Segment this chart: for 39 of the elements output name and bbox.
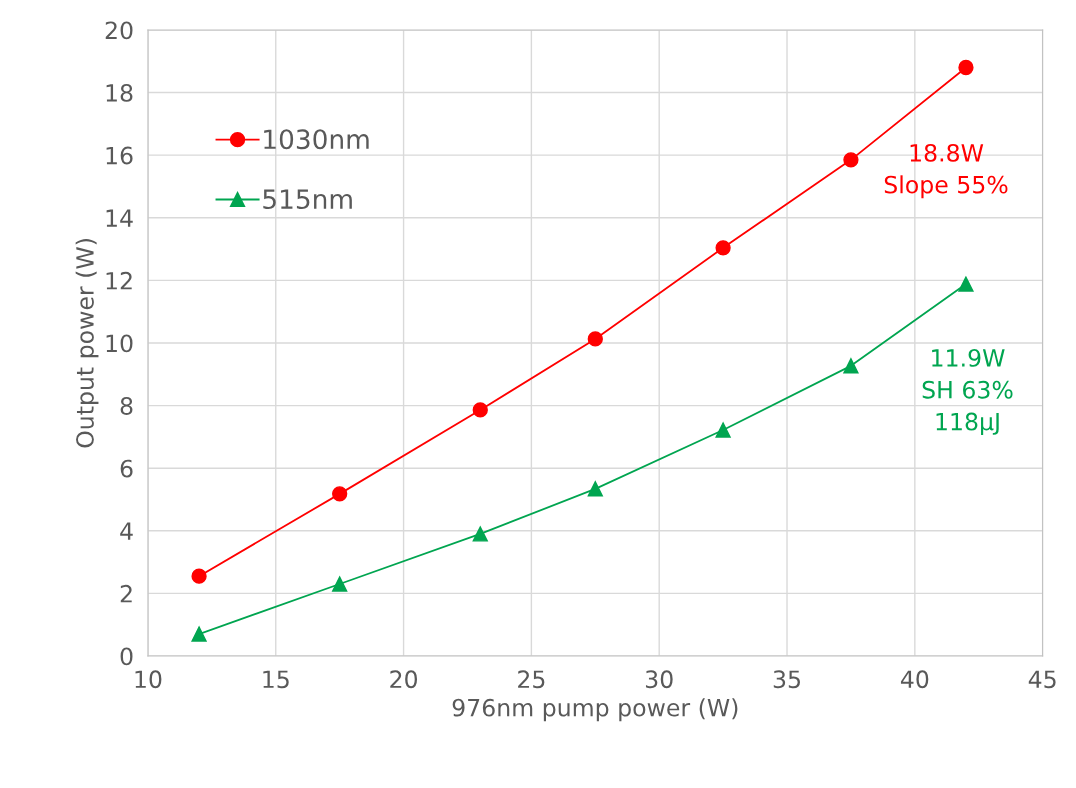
annotation: 18.8W Slope 55% <box>884 143 1008 199</box>
y-tick-label: 10 <box>106 334 133 353</box>
point <box>958 59 974 76</box>
y-tick-label: 20 <box>105 21 133 40</box>
y-axis-title: Output power (W) <box>75 239 99 448</box>
point <box>715 240 731 256</box>
x-tick-label: 45 <box>1028 670 1056 689</box>
y-tick-label: 16 <box>106 146 133 165</box>
point <box>958 276 974 292</box>
point <box>843 152 859 168</box>
point <box>472 526 488 542</box>
point <box>332 576 348 592</box>
x-tick-label: 35 <box>773 670 800 689</box>
y-tick-label: 12 <box>106 271 132 290</box>
x-tick-label: 15 <box>263 670 289 689</box>
x-tick-label: 20 <box>390 670 418 689</box>
y-tick-label: 2 <box>120 584 132 603</box>
x-tick-label: 40 <box>900 670 929 689</box>
y-tick-label: 4 <box>120 522 133 540</box>
x-tick-label: 25 <box>518 670 545 689</box>
point <box>843 358 859 374</box>
legend-label: 1030nm <box>264 129 369 150</box>
legend-label: 515nm <box>263 189 352 210</box>
point <box>715 422 731 438</box>
annotation: 11.9W SH 63% 118μJ <box>922 348 1013 436</box>
x-tick-label: 30 <box>645 670 673 689</box>
point <box>332 486 348 502</box>
point <box>587 481 603 497</box>
y-tick-label: 0 <box>120 647 133 666</box>
x-tick-label: 10 <box>135 670 162 689</box>
y-tick-label: 18 <box>106 84 133 102</box>
point <box>472 402 488 418</box>
x-axis-title: 976nm pump power (W) <box>452 698 738 722</box>
y-tick-label: 8 <box>120 397 133 415</box>
y-tick-label: 14 <box>106 209 133 227</box>
point <box>191 626 207 642</box>
y-tick-label: 6 <box>120 459 133 478</box>
point <box>191 568 207 584</box>
point <box>587 331 603 347</box>
